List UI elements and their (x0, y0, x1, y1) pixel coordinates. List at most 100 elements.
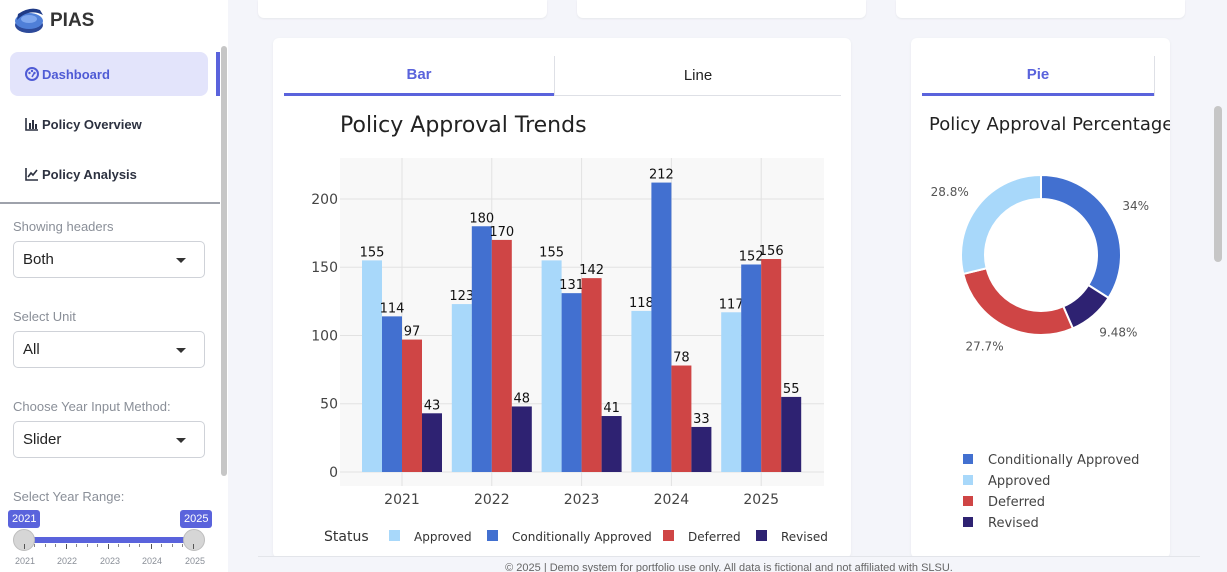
bar-value-label: 152 (739, 249, 764, 264)
legend-swatch (756, 530, 767, 541)
year-range-label: Select Year Range: (13, 489, 125, 504)
slider-tick (108, 544, 109, 549)
footer: © 2025 | Demo system for portfolio use o… (258, 556, 1200, 572)
caret-down-icon (176, 438, 186, 443)
y-tick-label: 0 (329, 465, 338, 481)
year-range-slider[interactable]: 2021 2025 2021 2022 2023 2024 2025 (8, 510, 213, 572)
y-tick-label: 100 (311, 328, 338, 344)
legend-swatch (963, 475, 973, 485)
tab-line[interactable]: Line (554, 56, 841, 96)
bar (741, 264, 762, 472)
slider-handle-from[interactable] (13, 529, 35, 551)
legend-swatch (663, 530, 674, 541)
bar-value-label: 43 (424, 398, 441, 413)
bar (402, 339, 422, 472)
slider-tick-label: 2022 (56, 556, 78, 566)
year-method-select[interactable]: Slider (13, 421, 205, 458)
y-tick-label: 150 (311, 260, 338, 276)
unit-select[interactable]: All (13, 331, 205, 368)
legend-label: Approved (414, 530, 472, 544)
bar-value-label: 155 (539, 245, 564, 260)
nav-item-policy-overview[interactable]: Policy Overview (10, 102, 208, 146)
legend-label: Deferred (988, 495, 1045, 510)
bar-chart: Policy Approval Trends 0 50 100 150 200 2021 15… (311, 113, 828, 545)
slider-tick (45, 544, 46, 547)
slider-tick (97, 544, 98, 547)
legend-swatch (487, 530, 498, 541)
pie-slice (960, 173, 1042, 276)
bar (451, 304, 472, 472)
slider-tick (118, 544, 119, 547)
headers-label: Showing headers (13, 219, 114, 234)
legend-swatch (389, 530, 400, 541)
legend-title: Status (324, 529, 369, 545)
bar-value-label: 118 (629, 296, 654, 311)
slider-tick (66, 544, 67, 549)
dashboard-icon (25, 67, 39, 81)
nav-label: Dashboard (42, 66, 110, 82)
bar-value-label: 33 (693, 412, 710, 427)
nav-item-dashboard[interactable]: Dashboard (10, 52, 208, 96)
sidebar-scrollbar-thumb[interactable] (221, 46, 227, 476)
slider-tick (151, 544, 152, 549)
line-chart-icon (25, 167, 39, 181)
app-title: PIAS (50, 10, 95, 31)
bar (721, 312, 742, 472)
legend-swatch (963, 517, 973, 527)
summary-card (577, 0, 866, 18)
year-method-label: Choose Year Input Method: (13, 399, 171, 414)
sidebar-scrollbar[interactable] (219, 46, 228, 476)
slider-to-badge: 2025 (180, 510, 213, 528)
bar (781, 396, 802, 472)
bar (601, 416, 622, 472)
slider-tick (34, 544, 35, 547)
bar-value-label: 156 (759, 244, 784, 259)
slider-tick (24, 544, 25, 549)
slider-handle-to[interactable] (183, 529, 205, 551)
summary-card (258, 0, 547, 18)
x-tick-label: 2023 (564, 492, 600, 508)
brand[interactable]: PIAS (12, 6, 94, 36)
tab-pie[interactable]: Pie (922, 56, 1154, 96)
pie-slice (1040, 173, 1122, 300)
bar (422, 413, 442, 472)
bar (491, 239, 512, 472)
unit-label: Select Unit (13, 309, 76, 324)
bar-value-label: 170 (489, 225, 514, 240)
year-method-select-value: Slider (23, 431, 62, 448)
headers-select[interactable]: Both (13, 241, 205, 278)
y-tick-label: 200 (311, 192, 338, 208)
bar-value-label: 48 (514, 391, 531, 406)
trends-panel: Bar Line Policy Approval Trends 0 50 100 150… (273, 38, 851, 558)
slider-tick (193, 544, 194, 549)
slider-tick (129, 544, 130, 547)
percentage-panel: Pie Policy Approval Percentage 34% 9.48% 27… (911, 38, 1170, 558)
bar (651, 182, 672, 472)
bar-value-label: 123 (449, 289, 474, 304)
caret-down-icon (176, 348, 186, 353)
bar (471, 226, 492, 472)
y-tick-label: 50 (320, 397, 338, 413)
bar (691, 426, 712, 472)
legend-label: Approved (988, 474, 1050, 489)
main-scrollbar-thumb[interactable] (1214, 106, 1222, 262)
slider-from-badge: 2021 (8, 510, 41, 528)
bar (581, 278, 602, 472)
bar-chart-icon (25, 117, 39, 131)
bar-value-label: 142 (579, 263, 604, 278)
bar (541, 260, 562, 472)
bar (561, 293, 582, 472)
legend-label: Conditionally Approved (988, 453, 1139, 468)
tab-bar[interactable]: Bar (284, 56, 554, 96)
slider-track[interactable] (24, 537, 194, 543)
legend-label: Deferred (688, 530, 741, 544)
nav-item-policy-analysis[interactable]: Policy Analysis (10, 152, 208, 196)
nav-active-indicator (216, 52, 220, 96)
x-tick-label: 2021 (384, 492, 420, 508)
slider-tick (76, 544, 77, 547)
bar (671, 365, 692, 472)
x-tick-label: 2024 (654, 492, 690, 508)
legend-label: Revised (988, 516, 1039, 531)
nav-label: Policy Overview (42, 116, 142, 132)
slider-tick-label: 2024 (141, 556, 163, 566)
